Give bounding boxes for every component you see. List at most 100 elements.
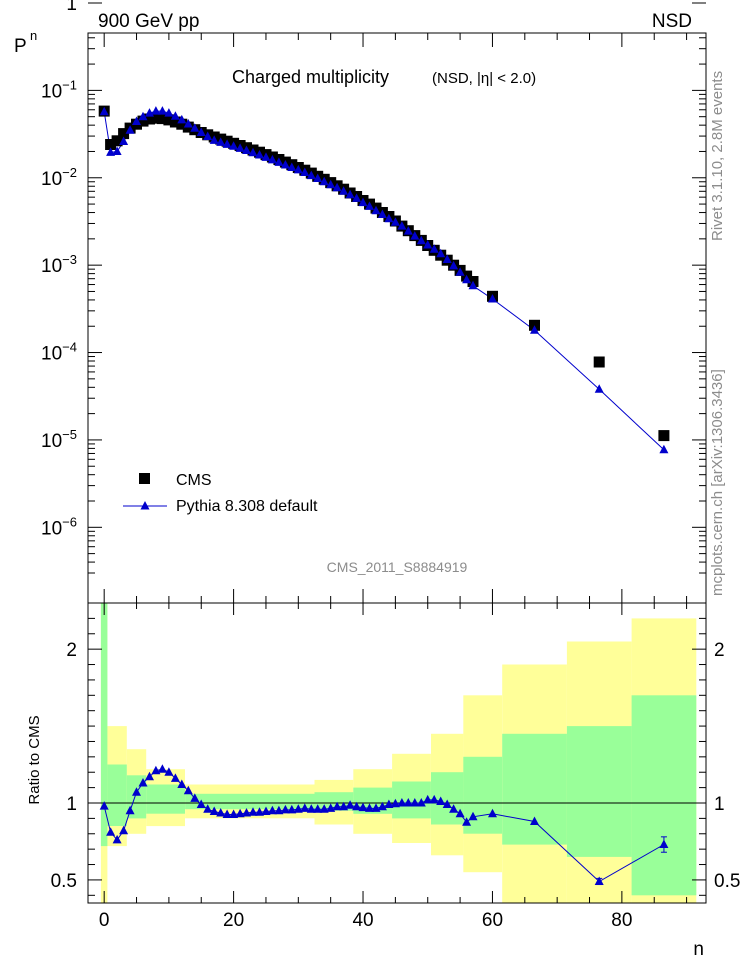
ratio-pythia-point bbox=[216, 808, 226, 817]
main-y-tick-label: 10−4 bbox=[41, 340, 77, 365]
ratio-pythia-point bbox=[170, 773, 180, 782]
analysis-id: CMS_2011_S8884919 bbox=[327, 559, 468, 575]
cms-point bbox=[176, 118, 188, 130]
cms-point bbox=[111, 135, 123, 147]
y-axis-label-sub-n: n bbox=[30, 28, 37, 43]
ratio-pythia-point bbox=[196, 799, 206, 808]
x-tick-label: 60 bbox=[482, 910, 503, 931]
ratio-plot-frame bbox=[87, 602, 707, 904]
pythia-point bbox=[416, 235, 426, 245]
pythia-point bbox=[410, 231, 420, 240]
ratio-pythia-point bbox=[106, 827, 116, 836]
main-series-lines bbox=[103, 110, 665, 451]
ratio-pythia-point bbox=[209, 806, 219, 815]
ratio-pythia-point bbox=[99, 801, 109, 810]
x-tick-label: 80 bbox=[611, 910, 632, 931]
x-tick-label: 40 bbox=[352, 910, 373, 931]
pythia-point bbox=[132, 116, 141, 125]
ratio-pythia-point bbox=[659, 839, 669, 848]
ratio-y-tick-label-left: 2 bbox=[66, 640, 77, 661]
stat-uncertainty-band bbox=[631, 695, 697, 896]
pythia-point bbox=[119, 136, 129, 145]
ratio-pythia-point bbox=[488, 808, 497, 818]
pythia-point bbox=[530, 325, 539, 334]
ratio-pythia-point bbox=[594, 876, 604, 885]
x-axis-label: n bbox=[693, 939, 704, 960]
ratio-pythia-point bbox=[397, 798, 407, 807]
pythia-point bbox=[319, 176, 329, 186]
cms-point bbox=[118, 128, 130, 140]
pythia-point bbox=[190, 123, 200, 132]
ratio-pythia-point bbox=[332, 801, 342, 811]
process-label: NSD bbox=[652, 11, 692, 32]
y-axis-label-p: P bbox=[14, 36, 27, 57]
ratio-y-tick-label-right: 2 bbox=[714, 640, 725, 661]
ratio-pythia-point bbox=[280, 804, 290, 814]
pythia-point bbox=[177, 114, 187, 124]
cms-point bbox=[593, 356, 605, 368]
ratio-pythia-point bbox=[125, 805, 135, 815]
ratio-pythia-point bbox=[242, 808, 251, 817]
stat-uncertainty-band bbox=[100, 603, 108, 847]
ratio-pythia-point bbox=[222, 809, 232, 818]
pythia-point bbox=[423, 240, 433, 249]
main-y-tick-label: 10−2 bbox=[41, 165, 77, 190]
pythia-point bbox=[267, 154, 277, 164]
ratio-pythia-point bbox=[112, 834, 122, 844]
pythia-point bbox=[332, 182, 342, 192]
pythia-point bbox=[222, 139, 232, 148]
pythia-point bbox=[255, 150, 264, 159]
pythia-point bbox=[384, 213, 394, 223]
ratio-pythia-point bbox=[151, 765, 161, 775]
pythia-point bbox=[397, 221, 407, 230]
ratio-pythia-point bbox=[410, 798, 420, 807]
main-panel: 1 10−1 10−2 10−3 10−4 10−5 10−6 Charged multip… bbox=[14, 0, 707, 604]
y-axis-label-pn: P n bbox=[14, 28, 37, 57]
ratio-pythia-point bbox=[377, 801, 387, 811]
main-y-tick-label: 10−5 bbox=[41, 427, 77, 452]
ratio-pythia-point bbox=[442, 799, 452, 808]
pythia-point bbox=[216, 137, 226, 146]
pythia-point bbox=[339, 186, 349, 195]
pythia-point bbox=[170, 111, 180, 120]
main-y-tick-label: 10−3 bbox=[41, 252, 77, 277]
pythia-point bbox=[429, 244, 439, 253]
main-ticks bbox=[88, 2, 706, 603]
main-data-points bbox=[98, 105, 670, 454]
ratio-y-tick-label-left: 0.5 bbox=[51, 871, 77, 892]
ratio-y-tick-label-left: 1 bbox=[66, 794, 77, 815]
ratio-pythia-point bbox=[416, 798, 426, 807]
ratio-pythia-point bbox=[403, 798, 413, 807]
pythia-point bbox=[164, 108, 174, 117]
legend-marker-cms bbox=[139, 473, 150, 484]
ratio-pythia-point bbox=[229, 809, 239, 818]
cms-point bbox=[163, 114, 175, 126]
ratio-pythia-point bbox=[248, 807, 258, 816]
stat-uncertainty-band bbox=[463, 756, 503, 834]
cms-point bbox=[169, 116, 181, 128]
legend: CMS Pythia 8.308 default bbox=[123, 472, 318, 515]
ratio-pythia-point bbox=[319, 804, 329, 813]
ratio-y-tick-label-right: 1 bbox=[714, 794, 725, 815]
pythia-point bbox=[449, 260, 459, 270]
ratio-pythia-point bbox=[235, 808, 245, 818]
ratio-pythia-point bbox=[358, 802, 368, 812]
ratio-pythia-point bbox=[449, 804, 459, 813]
ratio-pythia-point bbox=[468, 811, 478, 821]
cms-point bbox=[144, 113, 155, 125]
pythia-point bbox=[99, 106, 109, 116]
ratio-panel: 0 20 40 60 80 0.5 0.5 1 1 2 2 Ratio to CMS n bbox=[26, 602, 740, 960]
stat-uncertainty-band bbox=[502, 733, 567, 845]
pythia-point bbox=[229, 141, 239, 150]
ratio-pythia-point bbox=[274, 805, 284, 815]
legend-label-cms: CMS bbox=[176, 472, 212, 489]
main-y-tick-label: 10−6 bbox=[41, 514, 77, 539]
ratio-pythia-point bbox=[177, 779, 187, 788]
pythia-point bbox=[377, 209, 387, 218]
pythia-point bbox=[293, 164, 303, 174]
ratio-pythia-point bbox=[455, 808, 465, 818]
stat-uncertainty-band bbox=[146, 784, 185, 814]
pythia-point bbox=[365, 201, 374, 210]
ratio-pythia-point bbox=[530, 816, 539, 825]
